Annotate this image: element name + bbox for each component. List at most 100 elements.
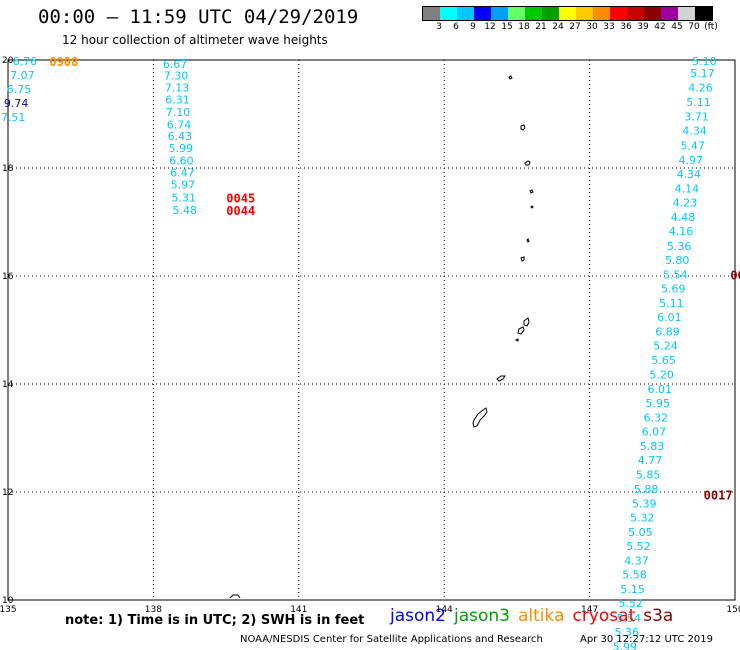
island-outline bbox=[229, 594, 241, 599]
wave-height-value: 6.31 bbox=[165, 93, 190, 106]
pass-time-label: 0045 bbox=[226, 192, 255, 206]
wave-height-value: 6.76 bbox=[13, 55, 38, 68]
wave-height-value: 5.97 bbox=[171, 179, 196, 192]
wave-height-value: 6.32 bbox=[644, 411, 669, 424]
map-frame bbox=[7, 59, 736, 601]
legend-item-jason3: jason3 bbox=[454, 606, 510, 626]
color-scale-cell bbox=[661, 7, 678, 20]
wave-height-value: 5.39 bbox=[632, 497, 657, 510]
color-scale-label: (ft) bbox=[704, 22, 718, 32]
pass-time-label: 0016 bbox=[730, 268, 740, 282]
legend-item-jason2: jason2 bbox=[390, 606, 446, 626]
wave-height-value: 6.60 bbox=[169, 154, 194, 167]
wave-height-value: 5.47 bbox=[680, 139, 705, 152]
wave-height-value: 5.54 bbox=[616, 612, 641, 625]
island-outline bbox=[472, 407, 488, 428]
wave-height-value: 5.32 bbox=[630, 511, 655, 524]
color-scale-cell bbox=[627, 7, 644, 20]
legend-item-cryosat: cryosat bbox=[572, 606, 636, 626]
color-scale-label: 39 bbox=[637, 22, 649, 32]
wave-height-value: 5.11 bbox=[659, 297, 684, 310]
color-scale-label: 15 bbox=[501, 22, 513, 32]
wave-height-value: 5.69 bbox=[661, 282, 686, 295]
wave-height-value: 4.34 bbox=[677, 168, 702, 181]
island-outline bbox=[520, 124, 526, 131]
island-outline bbox=[526, 238, 530, 243]
wave-height-value: 6.89 bbox=[655, 326, 680, 339]
color-scale-cell bbox=[474, 7, 491, 20]
longitude-tick-label: 144 bbox=[436, 605, 453, 615]
track-east: 5.105.174.265.113.714.345.474.974.344.14… bbox=[613, 55, 717, 650]
wave-height-value: 4.23 bbox=[673, 197, 698, 210]
units-note: note: 1) Time is in UTC; 2) SWH is in fe… bbox=[65, 613, 365, 628]
latitude-tick-label: 18 bbox=[2, 164, 14, 174]
island-outline bbox=[517, 326, 525, 335]
island-outline bbox=[496, 375, 506, 382]
generation-timestamp: Apr 30 12:27:12 UTC 2019 bbox=[580, 634, 713, 645]
wave-height-value: 5.58 bbox=[622, 569, 647, 582]
color-scale-cell bbox=[525, 7, 542, 20]
legend-item-altika: altika bbox=[518, 606, 565, 626]
color-scale-labels: 3 6 9 12 15 18 21 24 27 30 33 36 39 42 45 70 (ft) bbox=[422, 21, 718, 33]
latitude-tick-label: 16 bbox=[2, 272, 14, 282]
latitude-tick-label: 12 bbox=[2, 488, 13, 498]
wave-height-value: 5.65 bbox=[651, 354, 676, 367]
wave-height-value: 5.85 bbox=[636, 469, 661, 482]
latitude-tick-label: 20 bbox=[2, 56, 14, 66]
color-scale-label: 24 bbox=[552, 22, 564, 32]
track-nw: 6.767.076.759.747.51 bbox=[1, 55, 37, 124]
longitude-tick-label: 138 bbox=[145, 605, 162, 615]
wave-height-value: 5.99 bbox=[169, 142, 194, 155]
satellite-legend: jason2 jason3 altika cryosat s3a bbox=[390, 606, 681, 626]
pass-time-label: 0017 bbox=[704, 489, 733, 503]
wave-height-value: 5.20 bbox=[649, 368, 674, 381]
wave-height-value: 4.48 bbox=[671, 211, 696, 224]
island-outline bbox=[520, 256, 525, 262]
wave-height-value: 5.95 bbox=[646, 397, 671, 410]
island-outline bbox=[514, 338, 519, 342]
wave-height-value: 4.26 bbox=[688, 82, 713, 95]
wave-height-value: 4.34 bbox=[682, 125, 707, 138]
pass-time-label: 0044 bbox=[226, 204, 255, 218]
wave-height-tracks: 6.767.076.759.747.51 6.677.307.136.317.10… bbox=[1, 55, 740, 650]
wave-height-value: 5.05 bbox=[628, 526, 653, 539]
wave-height-value: 9.74 bbox=[4, 97, 29, 110]
wave-height-value: 5.36 bbox=[667, 240, 692, 253]
wave-height-value: 5.54 bbox=[663, 268, 688, 281]
color-scale-cell bbox=[508, 7, 525, 20]
color-scale-label: 9 bbox=[470, 22, 476, 32]
wave-height-value: 5.15 bbox=[620, 583, 645, 596]
latitude-tick-label: 14 bbox=[2, 380, 14, 390]
wave-height-value: 5.52 bbox=[618, 597, 643, 610]
wave-height-value: 7.10 bbox=[166, 106, 191, 119]
track-west: 6.677.307.136.317.106.746.435.996.606.47… bbox=[163, 58, 197, 217]
wave-height-value: 4.14 bbox=[675, 183, 700, 196]
wave-height-value: 4.97 bbox=[679, 154, 704, 167]
color-scale-label: 18 bbox=[518, 22, 530, 32]
wave-height-color-scale: 3 6 9 12 15 18 21 24 27 30 33 36 39 42 45 70 (ft) bbox=[422, 6, 718, 33]
color-scale-label: 36 bbox=[620, 22, 632, 32]
island-outline bbox=[530, 205, 534, 209]
wave-height-value: 5.11 bbox=[686, 96, 711, 109]
island-outline bbox=[524, 160, 531, 166]
color-scale-cell bbox=[440, 7, 457, 20]
wave-height-value: 6.47 bbox=[170, 166, 195, 179]
longitude-tick-label: 141 bbox=[290, 605, 307, 615]
color-scale-label: 70 bbox=[688, 22, 700, 32]
wave-height-value: 5.80 bbox=[665, 254, 690, 267]
wave-height-value: 6.74 bbox=[167, 118, 192, 131]
wave-height-value: 7.07 bbox=[10, 69, 35, 82]
wave-height-value: 6.67 bbox=[163, 58, 188, 71]
credit-line: NOAA/NESDIS Center for Satellite Applica… bbox=[240, 634, 543, 645]
wave-height-value: 6.43 bbox=[168, 130, 193, 143]
wave-height-value: 4.77 bbox=[638, 454, 663, 467]
wave-height-value: 5.52 bbox=[626, 540, 651, 553]
longitude-tick-label: 135 bbox=[0, 605, 17, 615]
wave-height-value: 5.36 bbox=[615, 626, 640, 639]
color-scale-label: 33 bbox=[603, 22, 615, 32]
color-scale-cell bbox=[423, 7, 440, 20]
color-scale-cell bbox=[610, 7, 627, 20]
wave-height-value: 4.16 bbox=[669, 225, 694, 238]
color-scale-cell bbox=[457, 7, 474, 20]
wave-height-value: 6.01 bbox=[647, 383, 672, 396]
